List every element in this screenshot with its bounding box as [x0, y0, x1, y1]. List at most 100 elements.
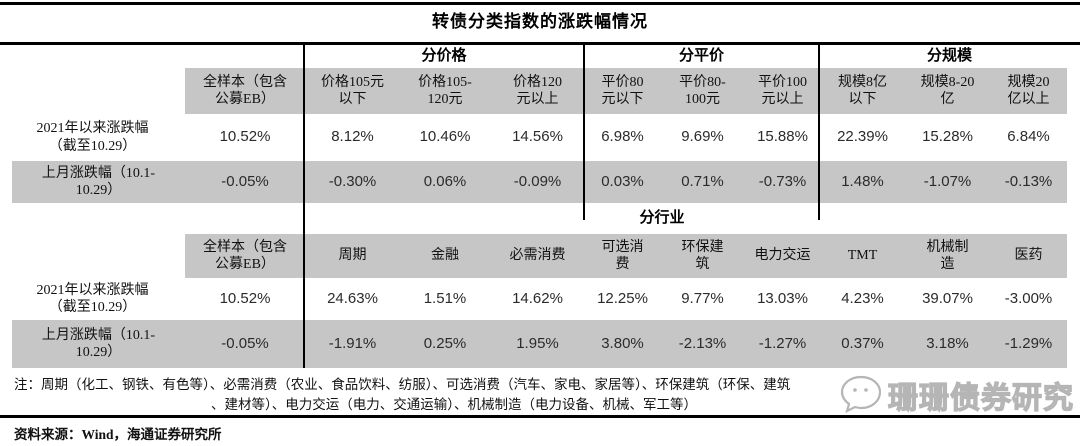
- value-cell: 22.39%: [837, 128, 888, 146]
- column-header: TMT: [847, 248, 878, 264]
- column-header: 价格105- 120元: [418, 74, 472, 108]
- top-rule: [0, 2, 1080, 5]
- data-table: 分价格 分平价 分规模 全样本（包含 公募EB） 价格105元 以下 价格105…: [0, 45, 1080, 368]
- left-margin: [0, 161, 12, 203]
- column-header: 规模20 亿以上: [1007, 74, 1050, 108]
- value-cell: 6.84%: [1007, 128, 1050, 146]
- value-cell: 12.25%: [597, 289, 648, 307]
- value-cell: 1.51%: [423, 289, 467, 307]
- value-cell: -0.30%: [328, 172, 377, 190]
- value-cell: -0.05%: [221, 172, 269, 190]
- value-cell: 10.52%: [219, 128, 271, 146]
- figure-title: 转债分类指数的涨跌幅情况: [432, 12, 648, 31]
- column-header: 规模8亿 以下: [838, 74, 887, 108]
- column-header: 价格105元 以下: [321, 74, 384, 108]
- value-cell: 3.80%: [601, 334, 644, 352]
- table2-ytd-row: 2021年以来涨跌幅 （截至10.29） 10.52% 24.63% 1.51%…: [0, 278, 1080, 320]
- value-cell: -0.13%: [1004, 172, 1053, 190]
- group-header-scale: 分规模: [926, 48, 972, 65]
- group-header-parity: 分平价: [678, 48, 724, 65]
- column-header: 价格120 元以上: [513, 74, 562, 108]
- divider-price-parity: [583, 45, 585, 220]
- value-cell: -0.05%: [221, 334, 269, 352]
- column-header: 可选消 费: [601, 239, 644, 273]
- value-cell: 9.77%: [681, 289, 724, 307]
- table1-header-band: 全样本（包含 公募EB） 价格105元 以下 价格105- 120元 价格120…: [185, 68, 1067, 114]
- corner-cell: [0, 234, 185, 278]
- column-header: 环保建 筑: [681, 239, 724, 273]
- group-header-industry: 分行业: [639, 210, 685, 227]
- value-cell: -0.73%: [758, 172, 807, 190]
- table2-ytd-band: 10.52% 24.63% 1.51% 14.62% 12.25% 9.77% …: [185, 278, 1067, 320]
- footnote: 注：周期（化工、钢铁、有色等）、必需消费（农业、食品饮料、纺服）、可选消费（汽车…: [14, 375, 894, 415]
- table2-lastmonth-band: 上月涨跌幅（10.1- 10.29） -0.05% -1.91% 0.25% 1…: [12, 320, 1067, 368]
- value-cell: 10.52%: [219, 289, 271, 307]
- value-cell: 39.07%: [922, 289, 973, 307]
- value-cell: 1.48%: [841, 172, 884, 190]
- source-line: 资料来源：Wind，海通证券研究所: [14, 427, 222, 442]
- watermark: 珊珊债券研究: [838, 372, 1078, 418]
- value-cell: 15.28%: [922, 128, 973, 146]
- table1-lastmonth-band: 上月涨跌幅（10.1- 10.29） -0.05% -0.30% 0.06% -…: [12, 161, 1067, 203]
- value-cell: 13.03%: [757, 289, 808, 307]
- value-cell: -1.29%: [1004, 334, 1053, 352]
- column-header: 平价100 元以上: [758, 74, 807, 108]
- table1-ytd-row: 2021年以来涨跌幅 （截至10.29） 10.52% 8.12% 10.46%…: [0, 114, 1080, 161]
- value-cell: -0.09%: [513, 172, 562, 190]
- value-cell: 3.18%: [926, 334, 969, 352]
- column-header: 周期: [338, 248, 367, 264]
- value-cell: 14.56%: [512, 128, 563, 146]
- value-cell: -1.07%: [923, 172, 972, 190]
- column-header: 电力交运: [754, 248, 811, 264]
- value-cell: 0.71%: [681, 172, 724, 190]
- table1-header-row: 全样本（包含 公募EB） 价格105元 以下 价格105- 120元 价格120…: [0, 68, 1080, 114]
- divider-sample: [303, 45, 305, 368]
- value-cell: 24.63%: [327, 289, 378, 307]
- column-header: 医药: [1014, 248, 1043, 264]
- value-cell: 6.98%: [601, 128, 644, 146]
- column-header: 平价80 元以下: [601, 74, 644, 108]
- value-cell: -1.91%: [328, 334, 377, 352]
- column-header: 规模8-20 亿: [920, 74, 975, 108]
- table1-lastmonth-row: 上月涨跌幅（10.1- 10.29） -0.05% -0.30% 0.06% -…: [0, 161, 1080, 203]
- column-header-sample: 全样本（包含 公募EB）: [203, 239, 287, 273]
- corner-spacer: [0, 45, 304, 68]
- table2-header-band: 全样本（包含 公募EB） 周期 金融 必需消费 可选消 费 环保建 筑 电力交运…: [185, 234, 1067, 278]
- value-cell: 0.03%: [601, 172, 644, 190]
- table2-lastmonth-row: 上月涨跌幅（10.1- 10.29） -0.05% -1.91% 0.25% 1…: [0, 320, 1080, 368]
- value-cell: -1.27%: [758, 334, 807, 352]
- table2-group-row: 分行业: [0, 203, 1080, 234]
- value-cell: -3.00%: [1004, 289, 1053, 307]
- divider-parity-scale: [818, 45, 820, 220]
- watermark-text: 珊珊债券研究: [887, 381, 1074, 415]
- column-header: 金融: [431, 248, 459, 264]
- left-margin: [0, 320, 12, 368]
- value-cell: 1.95%: [516, 334, 559, 352]
- corner-cell: [0, 68, 185, 114]
- footnote-line2: 、建材等）、电力交运（电力、交通运输）、机械制造（电力设备、机械、军工等）: [211, 397, 697, 412]
- group-header-price: 分价格: [421, 48, 467, 65]
- value-cell: 9.69%: [681, 128, 724, 146]
- column-header: 机械制 造: [926, 239, 969, 273]
- value-cell: 15.88%: [757, 128, 808, 146]
- value-cell: 0.25%: [423, 334, 467, 352]
- column-header: 必需消费: [509, 248, 566, 264]
- table2-header-row: 全样本（包含 公募EB） 周期 金融 必需消费 可选消 费 环保建 筑 电力交运…: [0, 234, 1080, 278]
- row-label-ytd: 2021年以来涨跌幅 （截至10.29）: [36, 121, 149, 154]
- row-label-ytd: 2021年以来涨跌幅 （截至10.29）: [36, 282, 149, 316]
- value-cell: 4.23%: [841, 289, 884, 307]
- value-cell: 8.12%: [331, 128, 374, 146]
- corner-spacer: [0, 203, 304, 234]
- bottom-rule: [0, 415, 1080, 418]
- row-label-lastmonth: 上月涨跌幅（10.1- 10.29）: [41, 165, 156, 199]
- value-cell: -2.13%: [678, 334, 727, 352]
- value-cell: 14.62%: [512, 289, 563, 307]
- value-cell: 0.37%: [841, 334, 884, 352]
- value-cell: 10.46%: [419, 128, 471, 146]
- table1-ytd-band: 10.52% 8.12% 10.46% 14.56% 6.98% 9.69% 1…: [185, 114, 1067, 161]
- footnote-line1: 注：周期（化工、钢铁、有色等）、必需消费（农业、食品饮料、纺服）、可选消费（汽车…: [14, 377, 791, 392]
- table-top-rule: [0, 42, 1080, 45]
- column-header: 平价80- 100元: [679, 74, 726, 108]
- row-label-lastmonth: 上月涨跌幅（10.1- 10.29）: [41, 327, 156, 361]
